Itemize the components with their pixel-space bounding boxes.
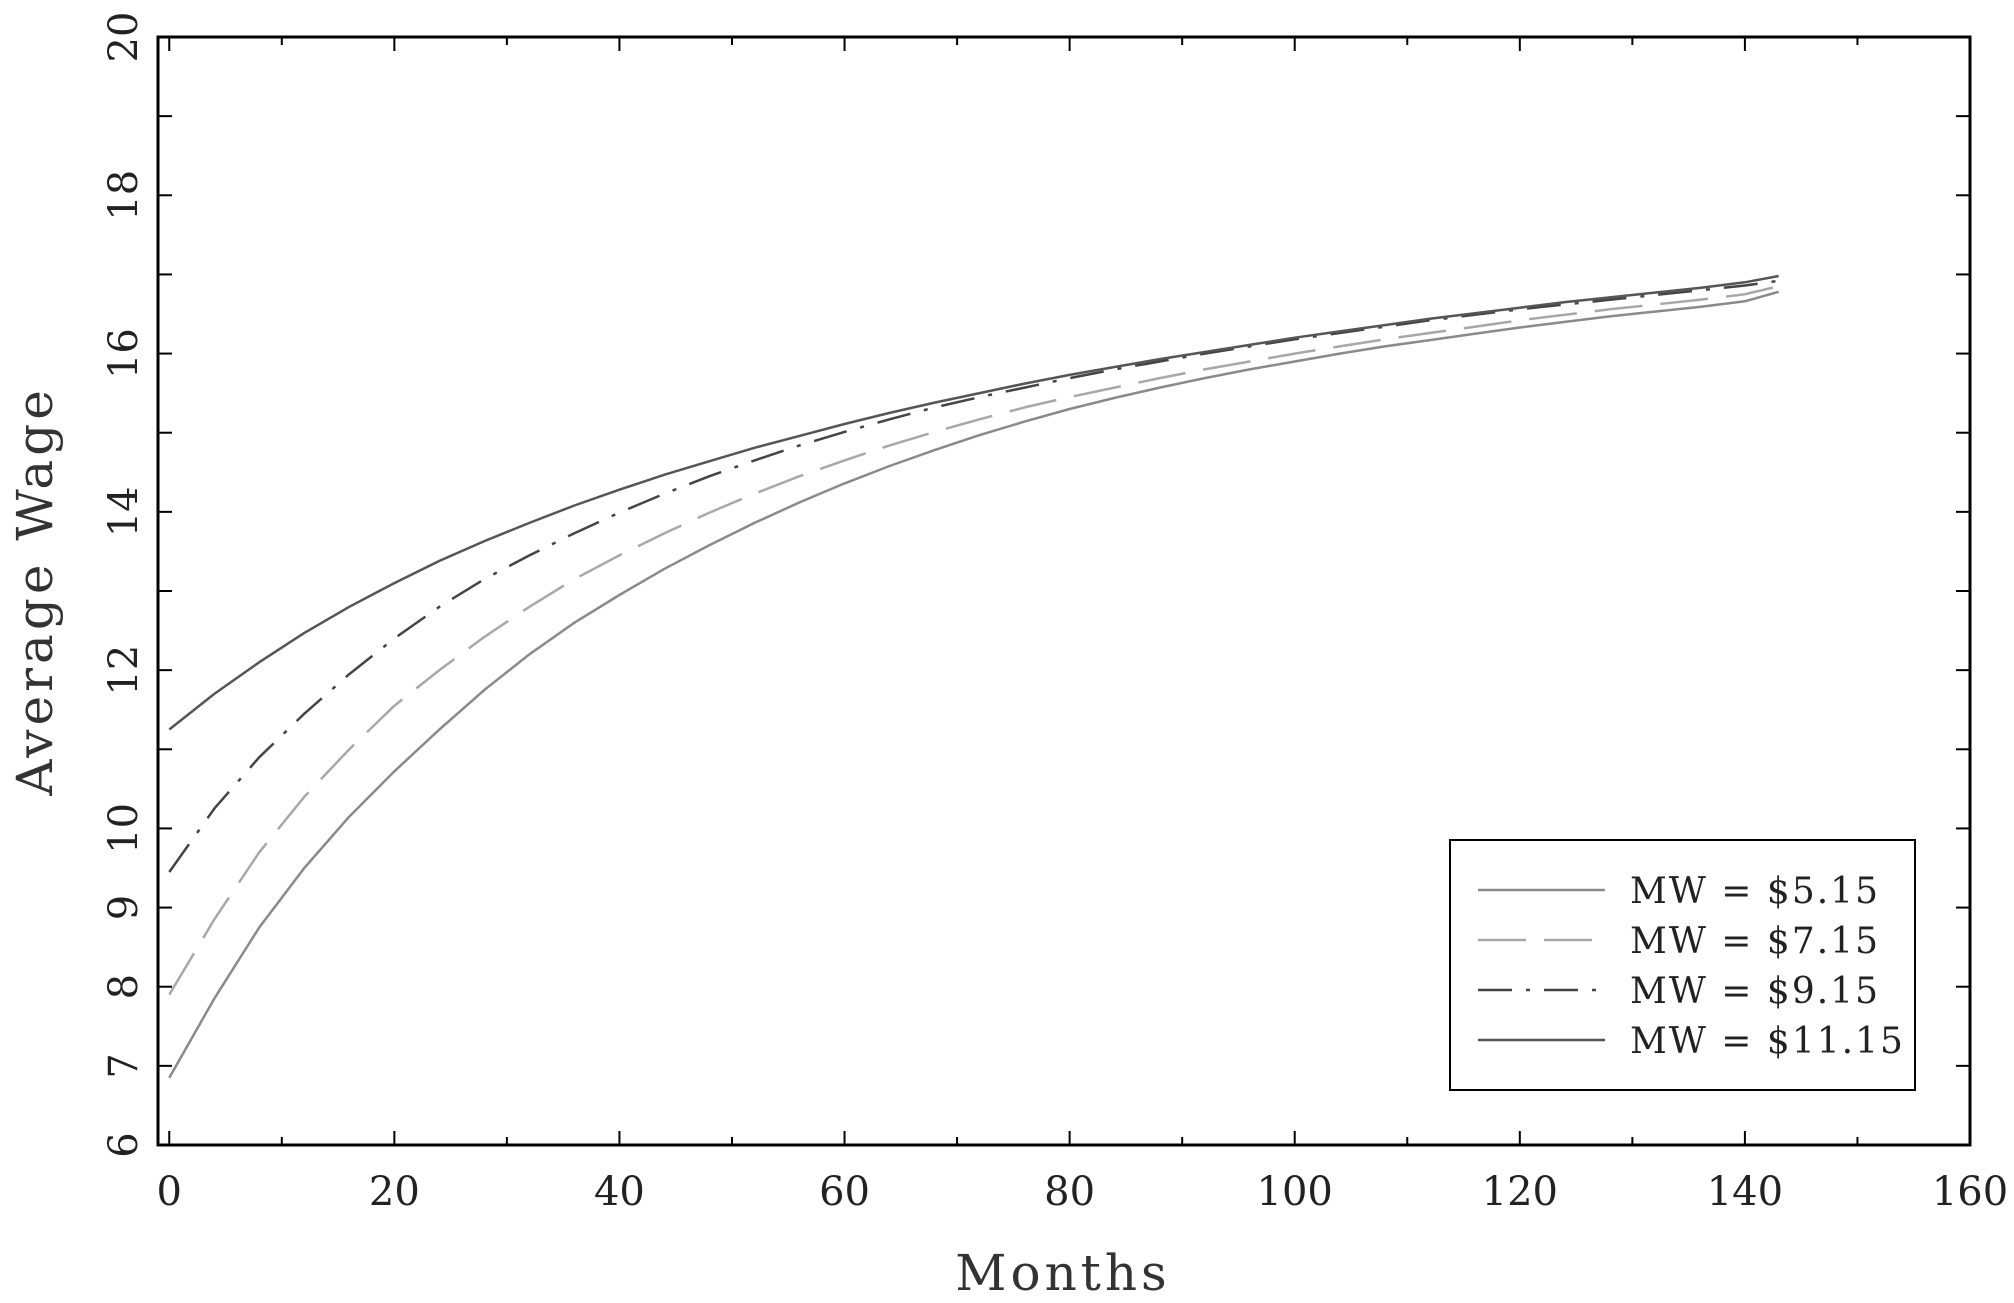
series-lines [168, 274, 1780, 1079]
series-line-4 [168, 274, 1779, 731]
series-line-3 [168, 279, 1779, 873]
series-line-2 [168, 285, 1779, 996]
x-tick-label: 40 [594, 1169, 645, 1215]
y-tick-label: 14 [101, 486, 147, 537]
x-tick-label: 0 [157, 1169, 182, 1215]
legend-label: MW = $5.15 [1630, 871, 1880, 912]
y-axis-ticks: 6 7 8 9 10 12 14 16 18 20 [101, 12, 1970, 1158]
y-axis-title: Average Wage [6, 386, 64, 797]
x-axis-title: Months [955, 1244, 1170, 1302]
y-tick-label: 7 [101, 1053, 147, 1078]
x-tick-label: 20 [369, 1169, 420, 1215]
y-tick-label: 8 [101, 974, 147, 999]
y-tick-label: 20 [101, 12, 147, 63]
legend-box [1449, 839, 1916, 1091]
legend-label: MW = $9.15 [1630, 971, 1880, 1012]
x-axis-ticks: 0 20 40 60 80 100 120 140 160 [157, 37, 2008, 1215]
y-tick-label: 6 [101, 1132, 147, 1157]
y-tick-label: 10 [101, 803, 147, 854]
x-tick-label: 100 [1257, 1169, 1333, 1215]
legend: MW = $5.15 MW = $7.15 MW = $9.15 MW = $11.1… [1449, 839, 1916, 1091]
legend-label: MW = $7.15 [1630, 921, 1880, 962]
legend-label: MW = $11.15 [1630, 1021, 1905, 1062]
y-tick-label: 9 [101, 895, 147, 920]
x-tick-label: 80 [1044, 1169, 1095, 1215]
x-tick-label: 140 [1707, 1169, 1783, 1215]
series-line-1 [168, 290, 1780, 1079]
y-tick-label: 12 [101, 645, 147, 696]
x-tick-label: 160 [1932, 1169, 2008, 1215]
x-tick-label: 60 [819, 1169, 870, 1215]
y-tick-label: 18 [101, 170, 147, 221]
y-tick-label: 16 [101, 328, 147, 379]
x-tick-label: 120 [1482, 1169, 1558, 1215]
